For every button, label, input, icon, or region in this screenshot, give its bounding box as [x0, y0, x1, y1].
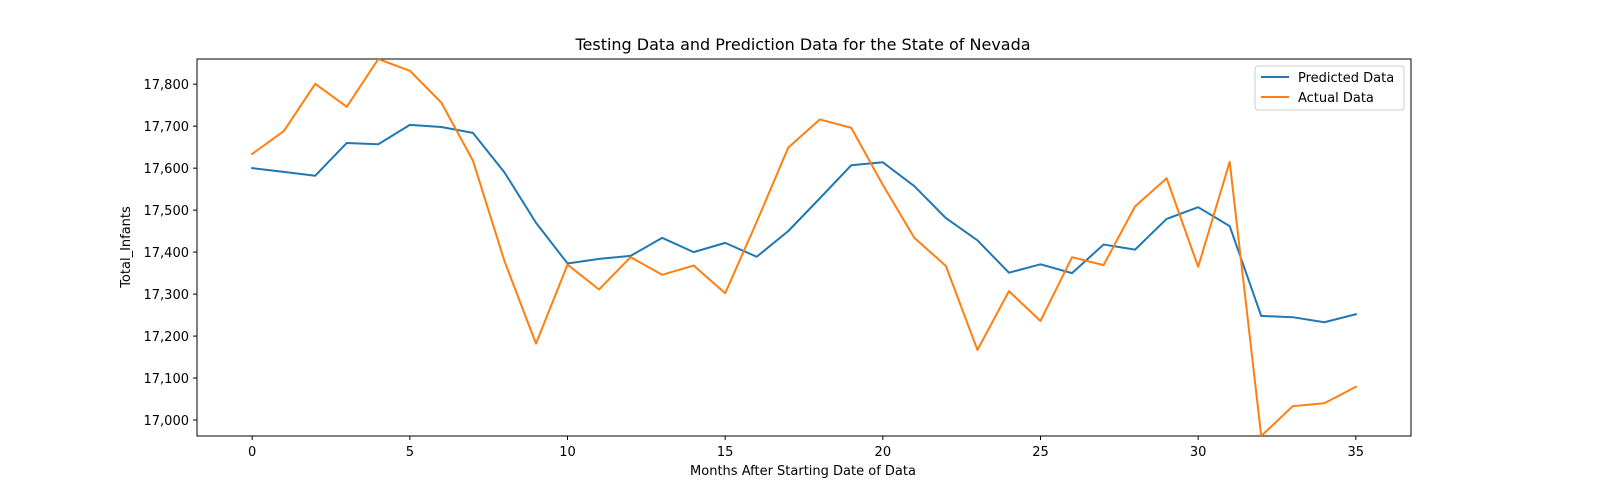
y-tick-label: 17,600	[144, 162, 190, 177]
y-tick-label: 17,100	[144, 372, 190, 387]
series-line-predicted-data	[251, 123, 1358, 324]
chart-title: Testing Data and Prediction Data for the…	[574, 35, 1030, 54]
y-tick-label: 17,500	[144, 204, 190, 219]
x-tick-label: 10	[559, 445, 576, 460]
x-tick-label: 30	[1190, 445, 1207, 460]
x-axis: 0 5 10 15 20 25 30 35	[248, 436, 1364, 460]
y-tick-label: 17,000	[144, 414, 190, 429]
plot-area	[196, 58, 1412, 437]
x-tick-label: 0	[248, 445, 256, 460]
x-tick-label: 35	[1348, 445, 1365, 460]
legend-label-actual: Actual Data	[1298, 91, 1374, 106]
y-tick-label: 17,700	[144, 120, 190, 135]
y-axis-label: Total_Infants	[119, 206, 134, 289]
y-axis: 17,000 17,100 17,200 17,300 17,400 17,500 17,6…	[144, 78, 197, 429]
legend-box	[1254, 65, 1405, 111]
y-tick-label: 17,300	[144, 288, 190, 303]
x-tick-label: 20	[875, 445, 892, 460]
x-tick-label: 5	[406, 445, 414, 460]
series-line-actual-data	[250, 59, 1358, 436]
series-layer	[250, 59, 1358, 436]
x-axis-label: Months After Starting Date of Data	[690, 464, 916, 479]
x-tick-label: 15	[717, 445, 734, 460]
y-tick-label: 17,800	[144, 78, 190, 93]
legend-label-predicted: Predicted Data	[1298, 71, 1394, 86]
legend: Predicted Data Actual Data	[1254, 65, 1405, 111]
x-tick-label: 25	[1032, 445, 1049, 460]
y-tick-label: 17,400	[144, 246, 190, 261]
y-tick-label: 17,200	[144, 330, 190, 345]
